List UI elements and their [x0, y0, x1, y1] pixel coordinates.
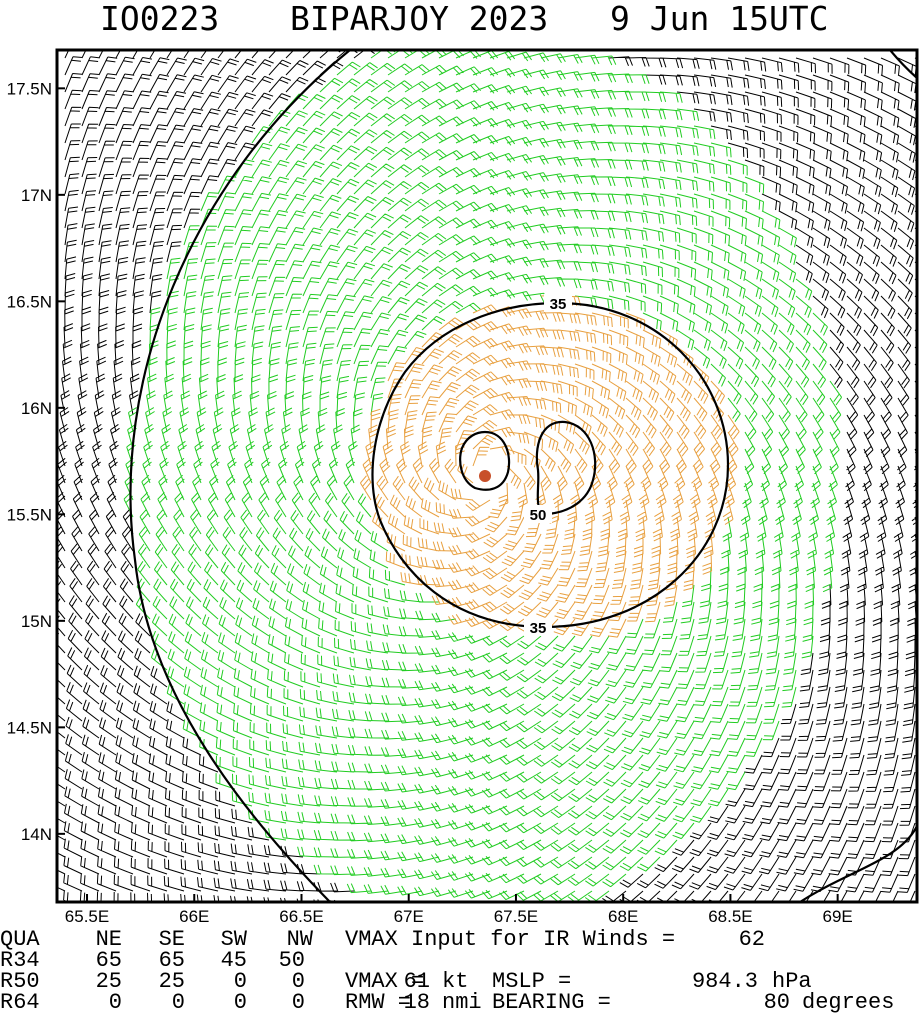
wind-field — [57, 50, 917, 902]
wind-barbs — [57, 50, 917, 902]
y-tick-label: 16N — [21, 399, 52, 418]
info-value: 984.3 — [692, 969, 758, 994]
table-header: NW — [287, 927, 314, 952]
table-cell: 45 — [221, 948, 247, 973]
table-cell: 0 — [292, 969, 305, 994]
label-bg — [544, 294, 572, 312]
info-value: 18 — [404, 990, 430, 1014]
info-label: RMW = — [345, 990, 411, 1014]
map-frame — [55, 48, 919, 904]
table-cell: 25 — [96, 969, 122, 994]
label-bg — [524, 618, 552, 636]
info-unit: degrees — [802, 990, 894, 1014]
info-label: MSLP = — [492, 969, 571, 994]
x-tick-label: 67E — [394, 907, 424, 926]
summary-info: VMAX Input for IR Winds = 62 VMAX = 61 k… — [345, 927, 894, 1014]
x-tick-label: 68E — [608, 907, 638, 926]
x-tick-label: 67.5E — [494, 907, 538, 926]
contour-label: 35 — [530, 620, 547, 637]
y-tick-label: 16.5N — [7, 292, 52, 311]
contour-label: 35 — [550, 296, 567, 313]
info-value: 80 — [764, 990, 790, 1014]
table-cell: 0 — [234, 990, 247, 1014]
info-unit: hPa — [772, 969, 812, 994]
row-label: R50 — [0, 969, 40, 994]
x-tick-label: 66.5E — [279, 907, 323, 926]
contours — [129, 50, 917, 902]
table-cell: 0 — [109, 990, 122, 1014]
table-header: NE — [96, 927, 122, 952]
info-unit: nmi — [442, 990, 482, 1014]
contour-line — [129, 50, 351, 902]
row-label: R34 — [0, 948, 40, 973]
table-cell: 50 — [279, 948, 305, 973]
y-tick-label: 15.5N — [7, 505, 52, 524]
x-tick-label: 69E — [823, 907, 853, 926]
table-cell: 65 — [96, 948, 122, 973]
table-header: QUA — [0, 927, 40, 952]
contour-line — [889, 50, 917, 79]
contour-label: 50 — [530, 507, 547, 524]
table-cell: 25 — [159, 969, 185, 994]
x-tick-label: 66E — [179, 907, 209, 926]
y-tick-label: 14.5N — [7, 718, 52, 737]
storm-id: IO0223 — [100, 0, 219, 38]
y-tick-label: 17.5N — [7, 79, 52, 98]
table-cell: 65 — [159, 948, 185, 973]
info-label: BEARING = — [492, 990, 611, 1014]
x-tick-label: 68.5E — [708, 907, 752, 926]
table-header: SW — [221, 927, 248, 952]
storm-name: BIPARJOY 2023 — [290, 0, 548, 38]
table-cell: 0 — [292, 990, 305, 1014]
info-value: 62 — [739, 927, 765, 952]
table-header: SE — [159, 927, 185, 952]
y-tick-label: 15N — [21, 612, 52, 631]
y-tick-label: 14N — [21, 825, 52, 844]
contour-line — [459, 430, 511, 491]
axes: 65.5E 66E 66.5E 67E 67.5E 68E 68.5E 69E 14N 14.5N… — [7, 79, 853, 926]
label-bg — [524, 505, 552, 523]
wind-barbs — [123, 50, 843, 902]
table-cell: 0 — [172, 990, 185, 1014]
info-value: 61 — [404, 969, 430, 994]
info-label: VMAX Input for IR Winds = — [345, 927, 675, 952]
info-label: VMAX = — [345, 969, 424, 994]
contour-line — [799, 825, 917, 902]
info-unit: kt — [442, 969, 468, 994]
x-tick-label: 65.5E — [65, 907, 109, 926]
table-cell: 0 — [234, 969, 247, 994]
contour-line — [371, 301, 730, 629]
storm-center — [479, 470, 491, 482]
time: 9 Jun 15UTC — [610, 0, 829, 38]
row-label: R64 — [0, 990, 40, 1014]
y-tick-label: 17N — [21, 186, 52, 205]
